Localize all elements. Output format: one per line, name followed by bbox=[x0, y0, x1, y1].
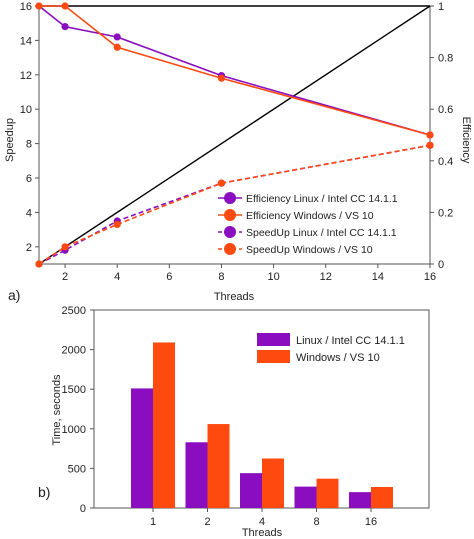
legend-label-windows: Windows / VS 10 bbox=[296, 352, 380, 364]
x-tick-label-b: 8 bbox=[313, 516, 319, 528]
x-axis-label-b: Threads bbox=[242, 527, 283, 539]
bar-linux-4 bbox=[240, 473, 262, 508]
series-2-point bbox=[61, 2, 69, 10]
y-tick-label-a-right: 0 bbox=[438, 259, 444, 271]
series-4-point bbox=[35, 260, 43, 268]
y-tick-label-b: 500 bbox=[68, 463, 86, 475]
y-axis-label-a-left: Speedup bbox=[4, 118, 16, 162]
legend-label-4: SpeedUp Windows / VS 10 bbox=[246, 244, 373, 256]
y-tick-label-a-left: 14 bbox=[20, 35, 32, 47]
y-tick-label-a-right: 0.8 bbox=[438, 53, 453, 65]
series-2-point bbox=[426, 131, 434, 139]
y-tick-label-a-left: 2 bbox=[26, 242, 32, 254]
series-line-4 bbox=[38, 144, 431, 265]
bar-windows-1 bbox=[153, 342, 175, 508]
x-tick-label-a: 8 bbox=[218, 271, 224, 283]
legend-label-1: Efficiency Linux / Intel CC 14.1.1 bbox=[246, 193, 398, 205]
y-tick-label-a-left: 10 bbox=[20, 104, 32, 116]
bar-linux-1 bbox=[131, 388, 153, 508]
bar-linux-8 bbox=[294, 486, 317, 508]
x-tick-label-a: 2 bbox=[62, 271, 68, 283]
bar-windows-2 bbox=[207, 424, 230, 508]
y-tick-label-a-left: 16 bbox=[20, 1, 32, 13]
legend-item-2: Efficiency Windows / VS 10 bbox=[218, 209, 374, 222]
series-4-point bbox=[426, 141, 434, 149]
x-tick-label-a: 10 bbox=[267, 271, 279, 283]
y-axis-label-b: Time, seconds bbox=[51, 374, 63, 446]
x-tick-label-b: 2 bbox=[204, 516, 210, 528]
x-tick-label-a: 4 bbox=[114, 271, 120, 283]
x-tick-label-b: 1 bbox=[150, 516, 156, 528]
y-tick-label-a-right: 0.6 bbox=[438, 104, 453, 116]
series-line-1 bbox=[38, 5, 431, 136]
time-bar-chart: 0 500 1000 1500 2000 2500 1 2 4 8 16 Linux / Intel… bbox=[38, 305, 430, 539]
series-line-2 bbox=[39, 5, 431, 136]
legend-item-4: SpeedUp Windows / VS 10 bbox=[218, 243, 373, 256]
legend-item-1: Efficiency Linux / Intel CC 14.1.1 bbox=[218, 192, 398, 205]
x-tick-label-a: 6 bbox=[166, 271, 172, 283]
x-axis-label-a: Threads bbox=[214, 291, 255, 303]
y-tick-label-a-left: 12 bbox=[20, 70, 32, 82]
legend-label-linux: Linux / Intel CC 14.1.1 bbox=[296, 335, 405, 347]
x-tick-label-b: 16 bbox=[365, 516, 377, 528]
reference-line-1 bbox=[38, 5, 431, 265]
series-4-point bbox=[113, 220, 121, 229]
y-tick-label-a-right: 1 bbox=[438, 1, 444, 13]
legend-item-windows: Windows / VS 10 bbox=[257, 350, 380, 364]
series-1-point bbox=[113, 33, 121, 41]
series-1-point bbox=[61, 23, 69, 31]
y-tick-label-b: 2000 bbox=[62, 345, 86, 357]
y-tick-label-b: 0 bbox=[80, 503, 86, 515]
legend-label-2: Efficiency Windows / VS 10 bbox=[246, 210, 374, 222]
bar-linux-16 bbox=[349, 492, 371, 508]
x-tick-label-a: 14 bbox=[372, 271, 384, 283]
legend-item-3: SpeedUp Linux / Intel CC 14.1.1 bbox=[218, 226, 397, 239]
y-tick-label-b: 1500 bbox=[62, 384, 86, 396]
x-tick-label-a: 16 bbox=[424, 271, 436, 283]
panel-label-a: a) bbox=[8, 287, 20, 303]
y-axis-label-a-right: Efficiency bbox=[460, 117, 472, 164]
y-tick-label-a-right: 0.4 bbox=[438, 156, 453, 168]
x-tick-label-a: 12 bbox=[320, 271, 332, 283]
x-tick-label-b: 4 bbox=[259, 516, 265, 528]
series-2-point bbox=[35, 2, 43, 10]
bar-linux-2 bbox=[185, 442, 208, 508]
y-tick-label-a-left: 6 bbox=[26, 173, 32, 185]
series-2-point bbox=[113, 43, 121, 51]
y-tick-label-b: 1000 bbox=[62, 424, 86, 436]
panel-label-b: b) bbox=[38, 484, 50, 500]
series-4-point bbox=[61, 243, 69, 251]
legend-item-linux: Linux / Intel CC 14.1.1 bbox=[257, 333, 405, 347]
series-2-point bbox=[217, 74, 226, 82]
series-4-point bbox=[217, 179, 226, 187]
bar-windows-4 bbox=[262, 458, 284, 508]
y-tick-label-a-right: 0.2 bbox=[438, 207, 453, 219]
bar-windows-8 bbox=[316, 478, 339, 508]
y-tick-label-b: 2500 bbox=[62, 305, 86, 317]
legend-label-3: SpeedUp Linux / Intel CC 14.1.1 bbox=[246, 227, 397, 239]
y-tick-label-a-left: 8 bbox=[26, 139, 32, 151]
bar-windows-16 bbox=[371, 487, 393, 508]
y-tick-label-a-left: 4 bbox=[26, 207, 32, 219]
